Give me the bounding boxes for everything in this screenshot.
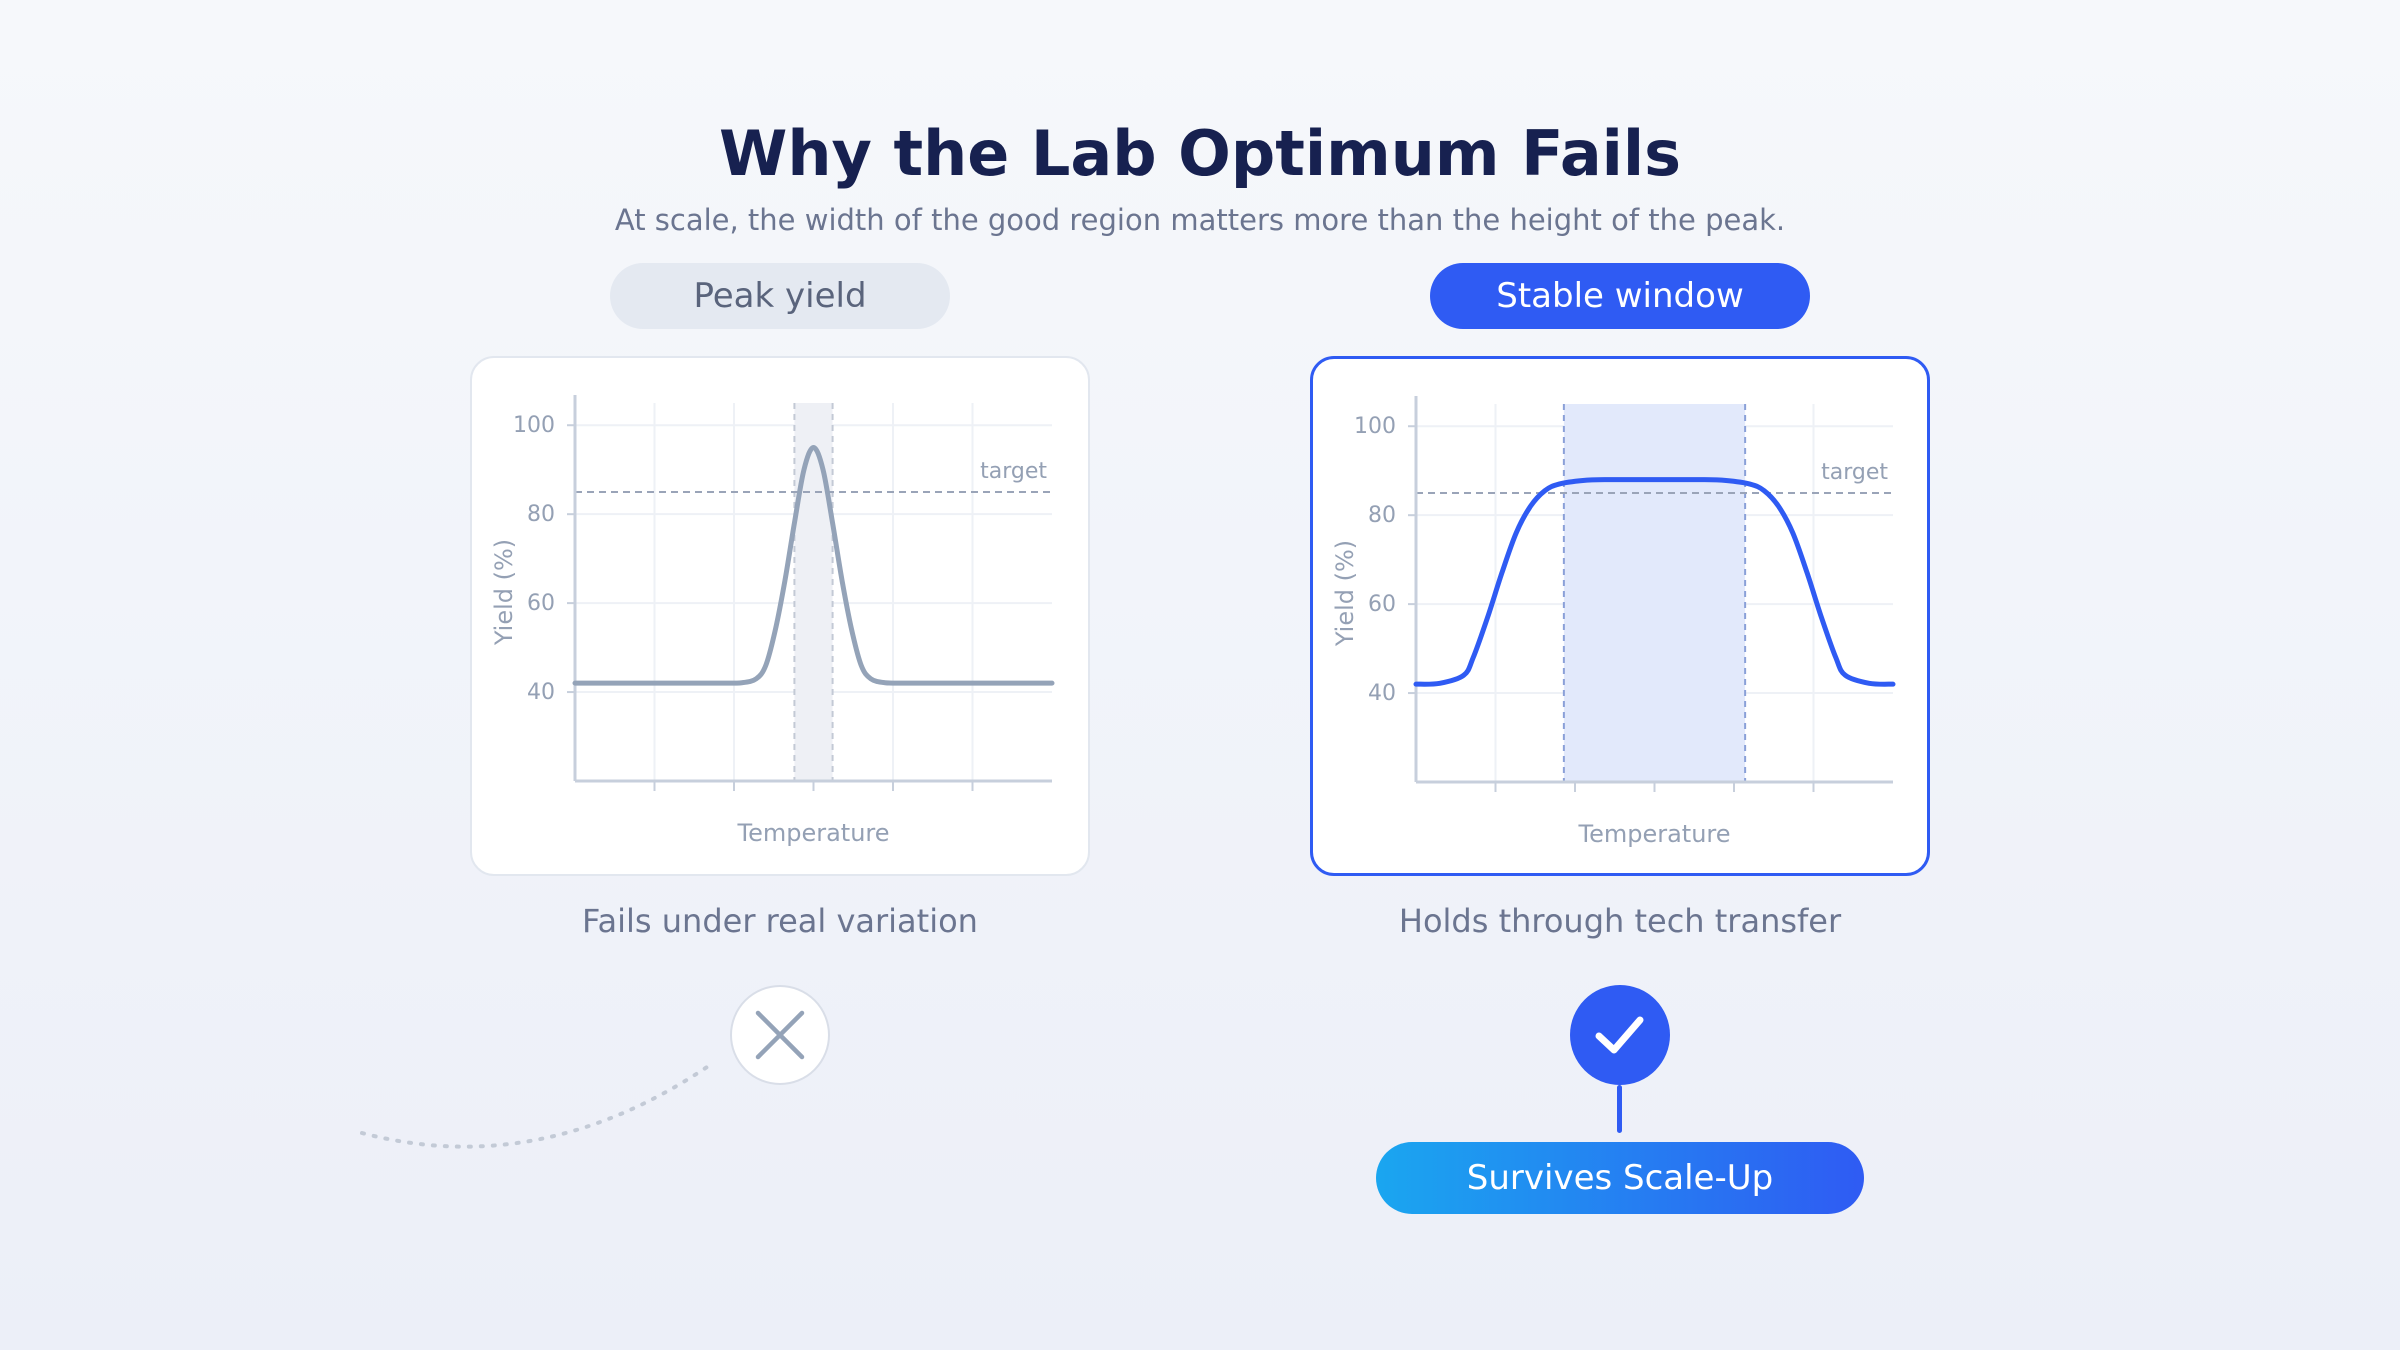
highlight-band xyxy=(794,403,833,781)
y-tick-label: 40 xyxy=(527,680,555,705)
y-tick-label: 60 xyxy=(527,591,555,616)
page-title: Why the Lab Optimum Fails xyxy=(718,117,1682,190)
y-tick-label: 40 xyxy=(1368,681,1396,706)
stable-window-chart: 40 60 80 100 target Temperature Yield (%) xyxy=(1331,396,1896,848)
stable-window-chart-card: 40 60 80 100 target Temperature Yield (%) xyxy=(1310,356,1930,876)
y-axis-label: Yield (%) xyxy=(490,539,518,646)
peak-yield-caption: Fails under real variation xyxy=(582,902,978,940)
connector-line xyxy=(1617,1085,1622,1133)
stable-window-caption: Holds through tech transfer xyxy=(1398,902,1842,940)
y-tick-label: 80 xyxy=(1368,503,1396,528)
x-axis-label: Temperature xyxy=(1577,820,1730,848)
peak-yield-chart-card: 40 60 80 100 target Temperature Yield (%) xyxy=(470,356,1090,876)
stable-window-pill: Stable window xyxy=(1430,263,1810,329)
success-badge xyxy=(1570,985,1670,1085)
check-icon xyxy=(1595,1016,1644,1054)
y-tick-label: 100 xyxy=(1354,414,1396,439)
target-label: target xyxy=(1821,460,1888,485)
y-axis-label: Yield (%) xyxy=(1331,540,1359,647)
peak-yield-chart: 40 60 80 100 target Temperature Yield (%) xyxy=(490,395,1055,847)
survives-scale-up-label: Survives Scale-Up xyxy=(1376,1142,1864,1214)
x-axis-label: Temperature xyxy=(736,819,889,847)
yield-curve xyxy=(572,444,1055,686)
y-tick-label: 80 xyxy=(527,502,555,527)
yield-curve xyxy=(1413,477,1896,687)
x-icon xyxy=(755,1010,805,1060)
y-tick-label: 100 xyxy=(513,413,555,438)
target-label: target xyxy=(980,459,1047,484)
highlight-band xyxy=(1563,404,1746,782)
y-tick-label: 60 xyxy=(1368,592,1396,617)
peak-yield-pill: Peak yield xyxy=(610,263,950,329)
page-subtitle: At scale, the width of the good region m… xyxy=(614,203,1786,237)
fail-badge xyxy=(730,985,830,1085)
